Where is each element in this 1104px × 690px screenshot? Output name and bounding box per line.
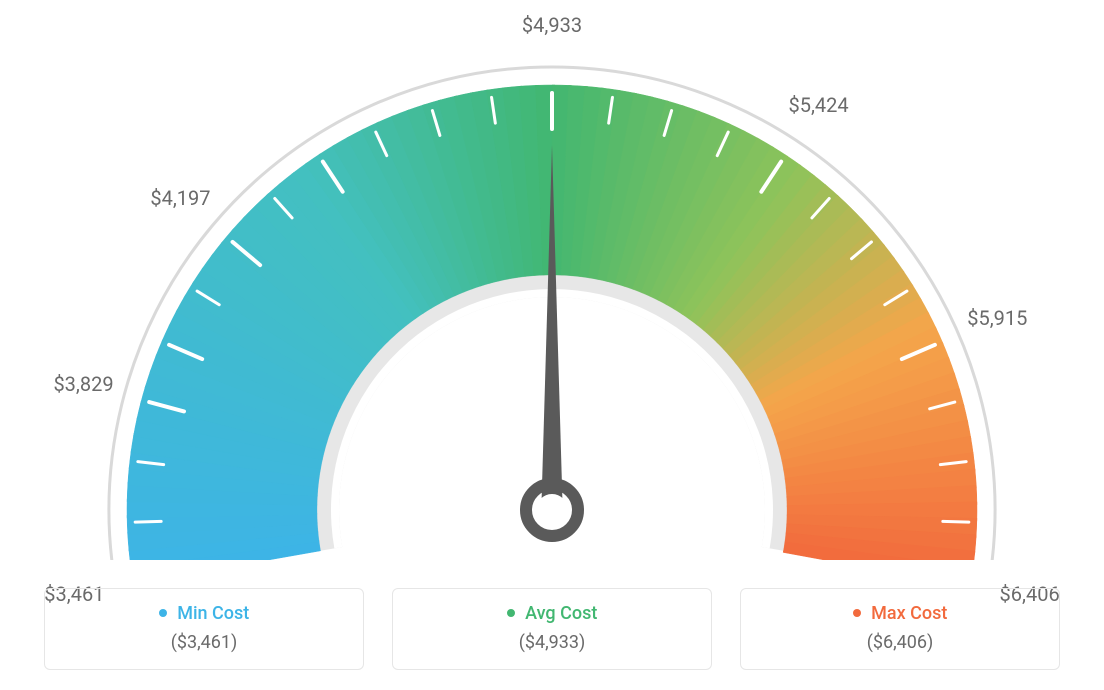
legend-min-label: Min Cost [177, 603, 249, 624]
legend-avg-value: ($4,933) [411, 632, 693, 653]
gauge-tick-label: $4,933 [522, 13, 582, 37]
gauge-tick-label: $3,829 [53, 372, 113, 396]
legend-min-value: ($3,461) [63, 632, 345, 653]
gauge-tick-label: $5,424 [788, 93, 848, 117]
legend-max-title: Max Cost [759, 603, 1041, 624]
dot-icon [853, 609, 861, 617]
legend-row: Min Cost ($3,461) Avg Cost ($4,933) Max … [0, 588, 1104, 670]
legend-min-title: Min Cost [63, 603, 345, 624]
legend-avg-label: Avg Cost [525, 603, 597, 624]
legend-max-card: Max Cost ($6,406) [740, 588, 1060, 670]
gauge-svg [0, 0, 1104, 560]
legend-max-label: Max Cost [871, 603, 947, 624]
legend-avg-card: Avg Cost ($4,933) [392, 588, 712, 670]
legend-min-card: Min Cost ($3,461) [44, 588, 364, 670]
gauge-tick-label: $5,915 [967, 306, 1027, 330]
gauge-tick-label: $4,197 [150, 186, 210, 210]
legend-max-value: ($6,406) [759, 632, 1041, 653]
dot-icon [159, 609, 167, 617]
legend-avg-title: Avg Cost [411, 603, 693, 624]
cost-gauge: $3,461$3,829$4,197$4,933$5,424$5,915$6,4… [0, 0, 1104, 560]
dot-icon [507, 609, 515, 617]
